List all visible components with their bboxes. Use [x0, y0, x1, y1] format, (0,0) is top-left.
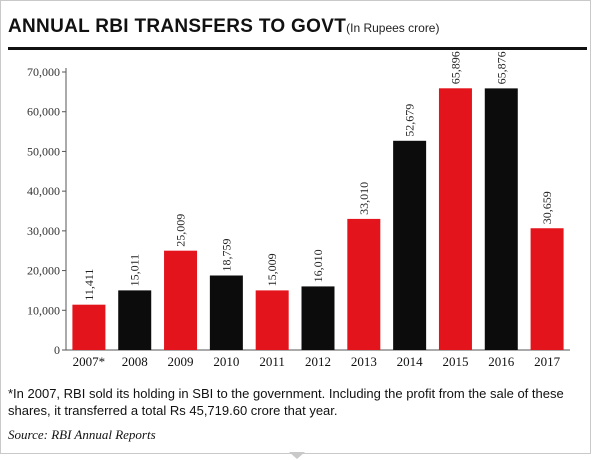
bar	[118, 290, 152, 350]
x-tick-label: 2013	[351, 354, 377, 369]
bar	[530, 228, 564, 350]
bar-value-label: 30,659	[540, 191, 554, 224]
bar-value-label: 15,009	[265, 253, 279, 286]
y-tick-label: 0	[54, 343, 60, 357]
bar	[164, 250, 198, 350]
frame-notch	[289, 452, 305, 459]
bar	[438, 88, 472, 351]
y-tick-label: 10,000	[27, 303, 60, 317]
x-tick-label: 2007*	[73, 354, 106, 369]
y-tick-label: 70,000	[27, 65, 60, 79]
x-tick-label: 2010	[213, 354, 239, 369]
x-tick-label: 2016	[488, 354, 515, 369]
chart-title: ANNUAL RBI TRANSFERS TO GOVT	[8, 16, 347, 37]
source-note: Source: RBI Annual Reports	[8, 427, 156, 442]
bar-value-label: 11,411	[82, 269, 96, 301]
bar-value-label: 52,679	[403, 104, 417, 137]
chart-unit-note: (In Rupees crore)	[346, 21, 440, 35]
bar-value-label: 65,896	[448, 51, 462, 84]
y-tick-label: 60,000	[27, 105, 60, 119]
footnote: *In 2007, RBI sold its holding in SBI to…	[8, 386, 564, 418]
x-tick-label: 2015	[442, 354, 468, 369]
chart-header: ANNUAL RBI TRANSFERS TO GOVT(In Rupees c…	[8, 16, 439, 38]
x-tick-label: 2012	[305, 354, 331, 369]
bar	[209, 275, 243, 350]
bar-value-label: 25,009	[174, 214, 188, 247]
x-tick-label: 2008	[122, 354, 148, 369]
bar-value-label: 65,876	[494, 51, 508, 84]
bar-value-label: 18,759	[219, 238, 233, 271]
y-tick-label: 50,000	[27, 144, 60, 158]
title-rule	[8, 47, 587, 50]
bar	[393, 140, 427, 350]
y-tick-label: 20,000	[27, 264, 60, 278]
x-tick-label: 2009	[168, 354, 194, 369]
bar	[347, 218, 381, 350]
bar	[72, 304, 106, 350]
bar-chart: 0 10,000 20,000 30,000 40,000 50,000 60,000 70,…	[27, 51, 570, 369]
x-tick-label: 2017	[534, 354, 561, 369]
y-tick-label: 40,000	[27, 184, 60, 198]
bar-value-label: 15,011	[128, 254, 142, 287]
x-tick-label: 2014	[397, 354, 424, 369]
bar	[301, 286, 335, 350]
y-tick-label: 30,000	[27, 224, 60, 238]
bar-value-label: 33,010	[357, 182, 371, 215]
bar	[255, 290, 289, 350]
bar	[484, 88, 518, 350]
x-tick-label: 2011	[259, 354, 285, 369]
bar-value-label: 16,010	[311, 249, 325, 282]
